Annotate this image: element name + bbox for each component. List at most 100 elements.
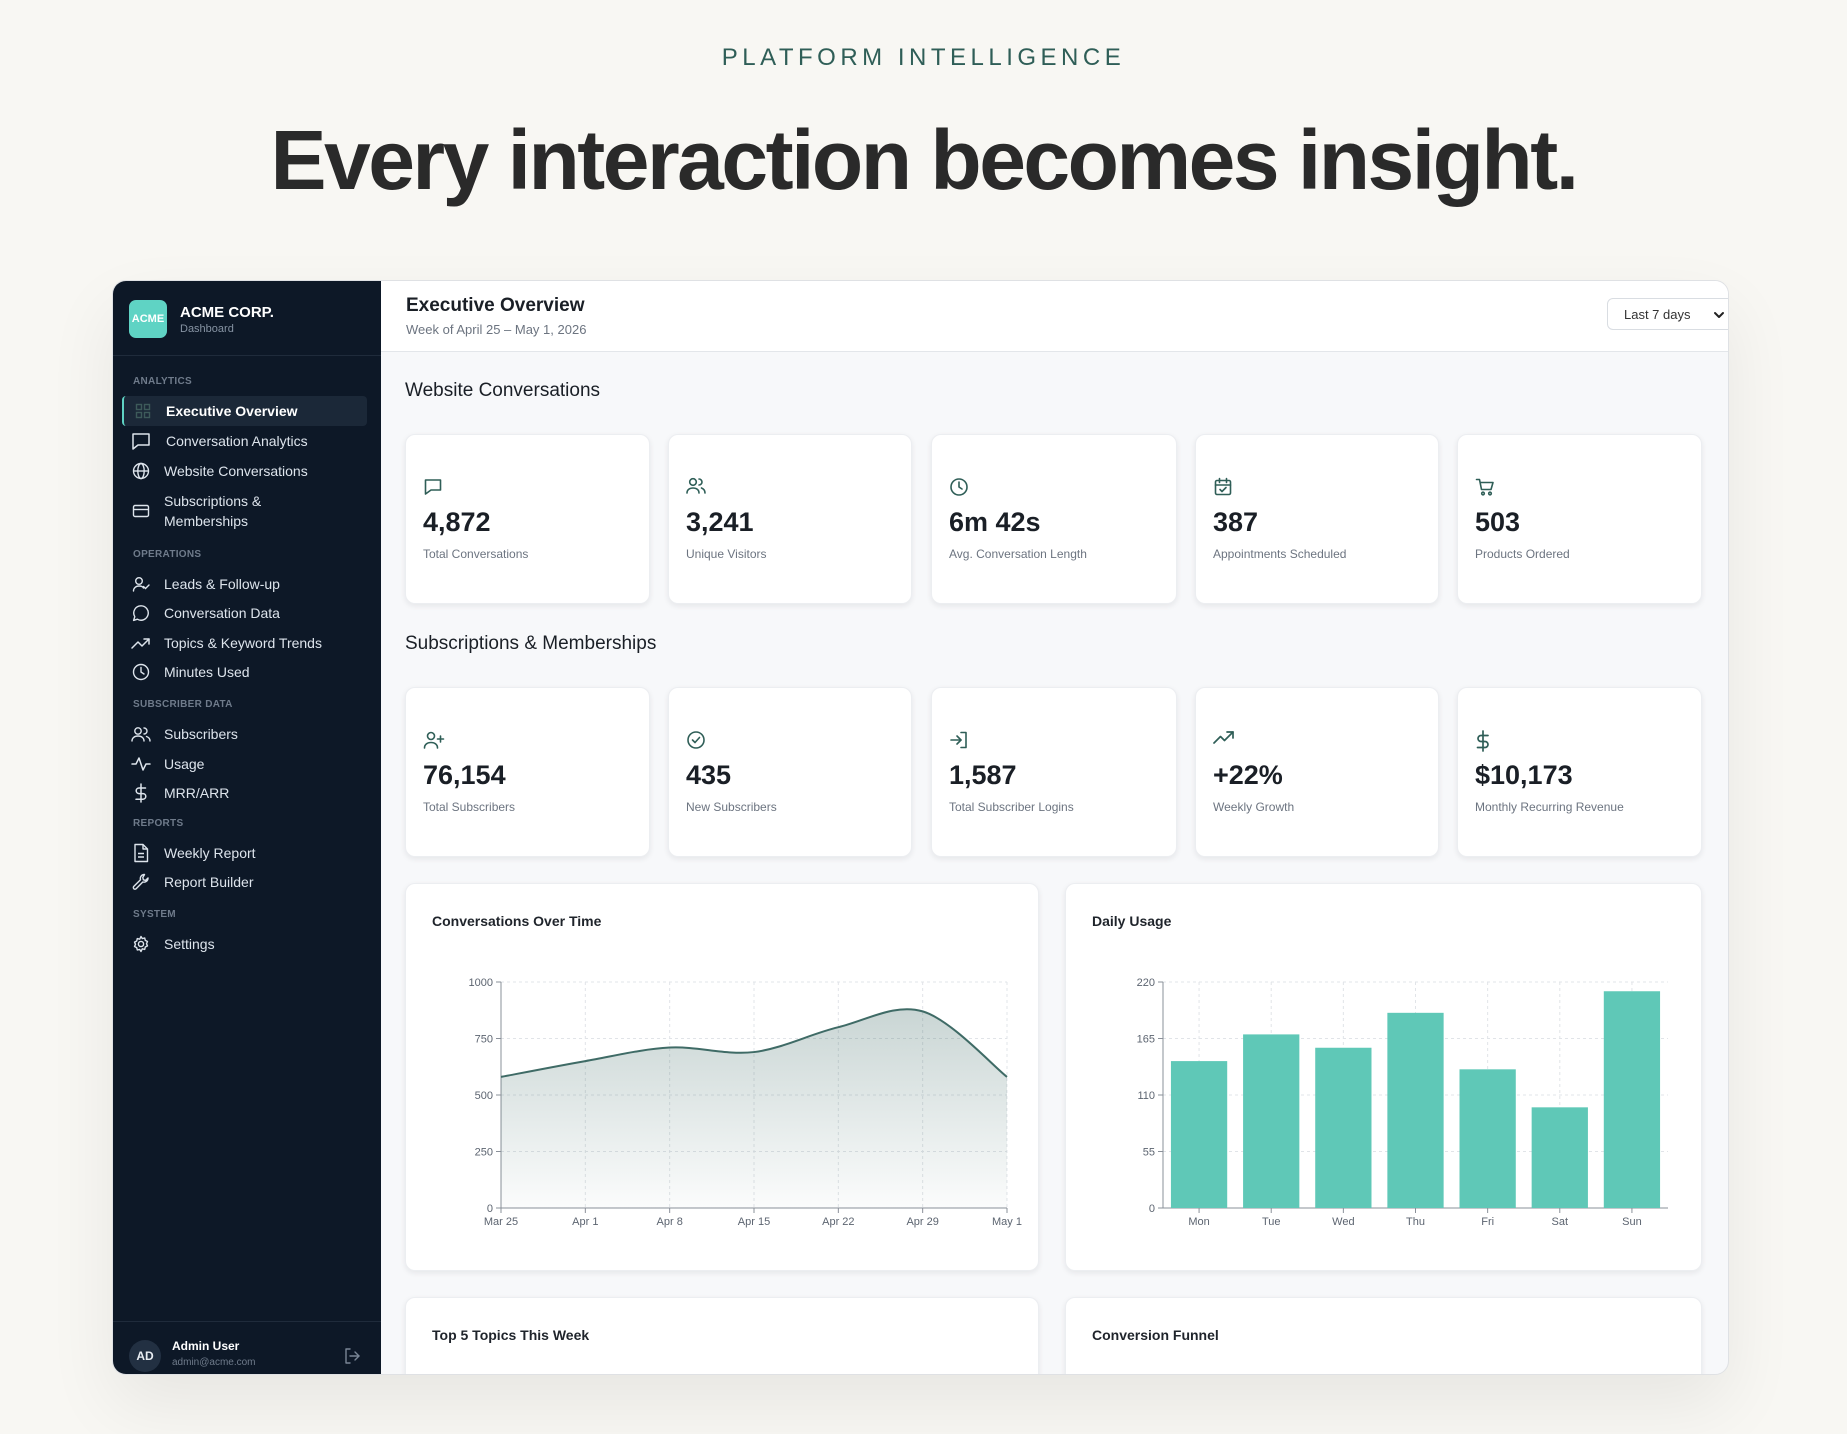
sidebar-item-website-conversations[interactable]: Website Conversations	[122, 456, 367, 486]
sidebar-item-conversation-data[interactable]: Conversation Data	[122, 598, 367, 628]
area-chart: 0 250 500 750 1000 Mar 25 Apr 1 Apr 8 Apr 15 Apr …	[469, 977, 1022, 1228]
sidebar-item-usage[interactable]: Usage	[122, 749, 367, 779]
bar	[1459, 1069, 1516, 1208]
sidebar-item-label: Conversation Data	[164, 605, 280, 621]
x-tick-label: Mar 25	[484, 1216, 518, 1228]
sidebar-item-label: Subscriptions & Memberships	[164, 493, 262, 529]
bar	[1243, 1034, 1300, 1208]
users-icon	[686, 477, 706, 497]
user-name: Admin User	[172, 1339, 240, 1353]
sidebar-item-label: Subscribers	[164, 726, 238, 742]
y-tick-label: 165	[1137, 1034, 1155, 1046]
date-range-select[interactable]: Last 7 days	[1607, 298, 1728, 330]
sidebar-item-weekly-report[interactable]: Weekly Report	[122, 838, 367, 868]
chevron-down-icon	[1712, 308, 1726, 325]
x-tick-label: Apr 22	[822, 1216, 854, 1228]
sidebar-item-label: Executive Overview	[166, 403, 298, 419]
logout-icon[interactable]	[343, 1347, 361, 1365]
sidebar-item-mrr-arr[interactable]: MRR/ARR	[122, 778, 367, 808]
sidebar-item-leads[interactable]: Leads & Follow-up	[122, 569, 367, 599]
dollar-icon	[1475, 730, 1495, 752]
sidebar-item-report-builder[interactable]: Report Builder	[122, 867, 367, 897]
x-tick-label: May 1	[992, 1216, 1022, 1228]
brand-name: ACME CORP.	[180, 303, 274, 321]
section-label-operations: OPERATIONS	[133, 549, 202, 560]
section-label-reports: REPORTS	[133, 818, 184, 829]
trend-icon	[131, 633, 151, 653]
grid-icon	[133, 401, 153, 421]
sidebar: ACME ACME CORP. Dashboard ANALYTICS Exec…	[113, 281, 381, 1374]
kpi-value: 6m 42s	[949, 507, 1041, 537]
x-tick-label: Tue	[1262, 1216, 1281, 1228]
section-label-analytics: ANALYTICS	[133, 376, 193, 387]
kpi-products-ordered: 503 Products Ordered	[1457, 434, 1702, 604]
document-icon	[131, 843, 151, 863]
y-tick-label: 0	[487, 1203, 493, 1215]
dashboard-window: ACME ACME CORP. Dashboard ANALYTICS Exec…	[112, 280, 1729, 1375]
section-label-subscriber-data: SUBSCRIBER DATA	[133, 699, 233, 710]
kpi-value: 1,587	[949, 760, 1017, 790]
kpi-label: Appointments Scheduled	[1213, 547, 1347, 561]
clock-icon	[131, 662, 151, 682]
hero-headline: Every interaction becomes insight.	[270, 113, 1579, 207]
sidebar-item-label: Conversation Analytics	[166, 433, 308, 449]
kpi-total-subscribers: 76,154 Total Subscribers	[405, 687, 650, 857]
section-title-website-conversations: Website Conversations	[405, 380, 601, 401]
date-range-value: Last 7 days	[1624, 306, 1691, 322]
kpi-value: +22%	[1213, 760, 1283, 790]
x-tick-label: Thu	[1406, 1216, 1425, 1228]
series-line	[500, 1008, 1008, 1078]
kpi-label: New Subscribers	[686, 800, 777, 814]
login-icon	[949, 730, 969, 750]
kpi-label: Products Ordered	[1475, 547, 1570, 561]
sidebar-item-subscribers[interactable]: Subscribers	[122, 719, 367, 749]
bar-chart: 0 55 110 165 220 Mon Tue Wed Thu Fri Sat Sun	[1137, 977, 1668, 1228]
card-conversion-funnel: Conversion Funnel	[1065, 1297, 1702, 1374]
user-plus-icon	[423, 730, 445, 750]
kpi-label: Total Subscribers	[423, 800, 516, 814]
y-tick-label: 750	[475, 1034, 493, 1046]
x-tick-label: Sat	[1552, 1216, 1569, 1228]
sidebar-item-subscriptions[interactable]: Subscriptions & Memberships	[122, 489, 367, 533]
area-fill	[501, 1009, 1007, 1208]
sidebar-item-label: Minutes Used	[164, 664, 250, 680]
main-header: Executive Overview Week of April 25 – Ma…	[381, 281, 1728, 352]
user-email: admin@acme.com	[172, 1357, 256, 1368]
kpi-label: Monthly Recurring Revenue	[1475, 800, 1624, 814]
y-tick-label: 1000	[469, 977, 493, 989]
trend-icon	[1213, 730, 1234, 750]
x-tick-label: Wed	[1332, 1216, 1354, 1228]
sidebar-item-label: Report Builder	[164, 874, 254, 890]
sidebar-item-label: Settings	[164, 936, 215, 952]
wrench-icon	[131, 872, 151, 892]
user-check-icon	[131, 574, 151, 594]
sidebar-item-conversation-analytics[interactable]: Conversation Analytics	[122, 426, 367, 456]
brand-subtitle: Dashboard	[180, 322, 234, 335]
bar	[1387, 1012, 1444, 1208]
activity-icon	[131, 754, 151, 774]
sidebar-item-topics[interactable]: Topics & Keyword Trends	[122, 628, 367, 658]
sidebar-item-settings[interactable]: Settings	[122, 929, 367, 959]
brand[interactable]: ACME ACME CORP. Dashboard	[129, 297, 274, 341]
kpi-value: 4,872	[423, 507, 491, 537]
globe-icon	[131, 461, 151, 481]
x-tick-label: Apr 15	[738, 1216, 770, 1228]
chart-card-conversations: Conversations Over Time 0 250 500 750 1000 Ma…	[405, 883, 1039, 1271]
y-tick-label: 0	[1149, 1203, 1155, 1215]
x-tick-label: Mon	[1188, 1216, 1209, 1228]
kpi-value: 387	[1213, 507, 1259, 537]
y-tick-label: 250	[475, 1147, 493, 1159]
x-tick-label: Apr 1	[572, 1216, 598, 1228]
kpi-label: Avg. Conversation Length	[949, 547, 1087, 561]
chart-title: Conversations Over Time	[432, 913, 602, 929]
kpi-weekly-growth: +22% Weekly Growth	[1195, 687, 1439, 857]
sidebar-item-executive-overview[interactable]: Executive Overview	[122, 396, 367, 426]
check-circle-icon	[686, 730, 706, 750]
x-tick-label: Sun	[1622, 1216, 1642, 1228]
sidebar-item-minutes-used[interactable]: Minutes Used	[122, 657, 367, 687]
kpi-value: 503	[1475, 507, 1521, 537]
kpi-unique-visitors: 3,241 Unique Visitors	[668, 434, 912, 604]
avatar[interactable]: AD	[129, 1340, 161, 1372]
divider	[113, 1321, 381, 1322]
y-tick-label: 500	[475, 1090, 493, 1102]
